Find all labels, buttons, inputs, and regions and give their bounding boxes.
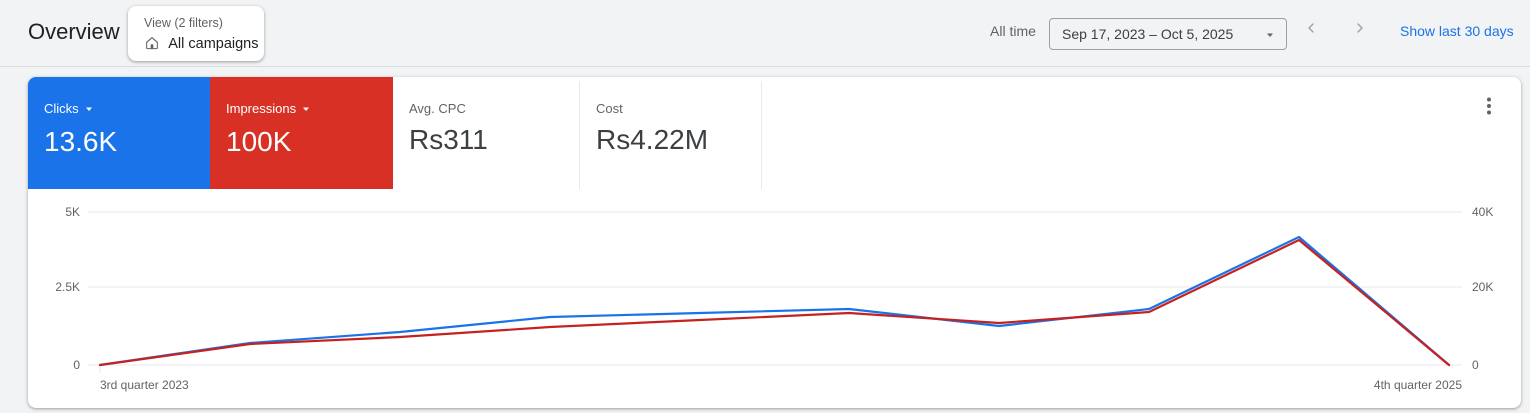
svg-text:2.5K: 2.5K	[55, 280, 80, 294]
svg-text:20K: 20K	[1472, 280, 1493, 294]
svg-text:40K: 40K	[1472, 205, 1493, 219]
svg-text:5K: 5K	[65, 205, 80, 219]
svg-text:0: 0	[1472, 358, 1479, 372]
svg-text:3rd quarter 2023: 3rd quarter 2023	[100, 378, 189, 392]
svg-text:4th quarter 2025: 4th quarter 2025	[1374, 378, 1462, 392]
svg-text:0: 0	[73, 358, 80, 372]
